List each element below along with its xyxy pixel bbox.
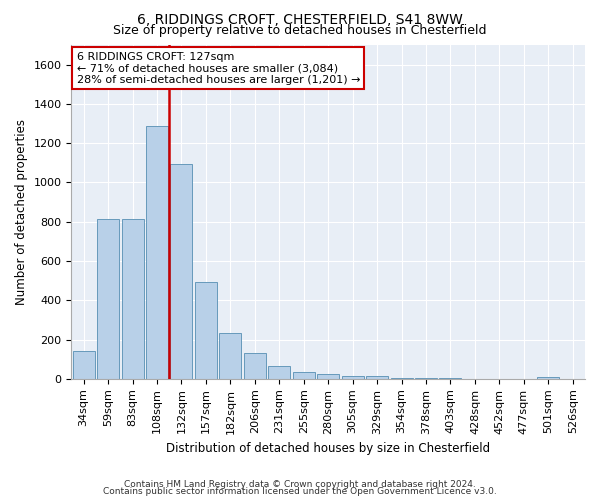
Bar [268,366,290,379]
Bar [293,372,315,379]
Text: Size of property relative to detached houses in Chesterfield: Size of property relative to detached ho… [113,24,487,37]
Bar [195,282,217,379]
Text: Contains HM Land Registry data © Crown copyright and database right 2024.: Contains HM Land Registry data © Crown c… [124,480,476,489]
Bar [415,378,437,379]
X-axis label: Distribution of detached houses by size in Chesterfield: Distribution of detached houses by size … [166,442,490,455]
Bar [439,378,461,379]
Text: 6, RIDDINGS CROFT, CHESTERFIELD, S41 8WW: 6, RIDDINGS CROFT, CHESTERFIELD, S41 8WW [137,12,463,26]
Y-axis label: Number of detached properties: Number of detached properties [15,119,28,305]
Bar [317,374,339,379]
Text: 6 RIDDINGS CROFT: 127sqm
← 71% of detached houses are smaller (3,084)
28% of sem: 6 RIDDINGS CROFT: 127sqm ← 71% of detach… [77,52,360,85]
Bar [73,352,95,379]
Text: Contains public sector information licensed under the Open Government Licence v3: Contains public sector information licen… [103,487,497,496]
Bar [341,376,364,379]
Bar [244,354,266,379]
Bar [538,377,559,379]
Bar [220,332,241,379]
Bar [391,378,413,379]
Bar [170,164,193,379]
Bar [97,219,119,379]
Bar [122,219,143,379]
Bar [366,376,388,379]
Bar [146,126,168,379]
